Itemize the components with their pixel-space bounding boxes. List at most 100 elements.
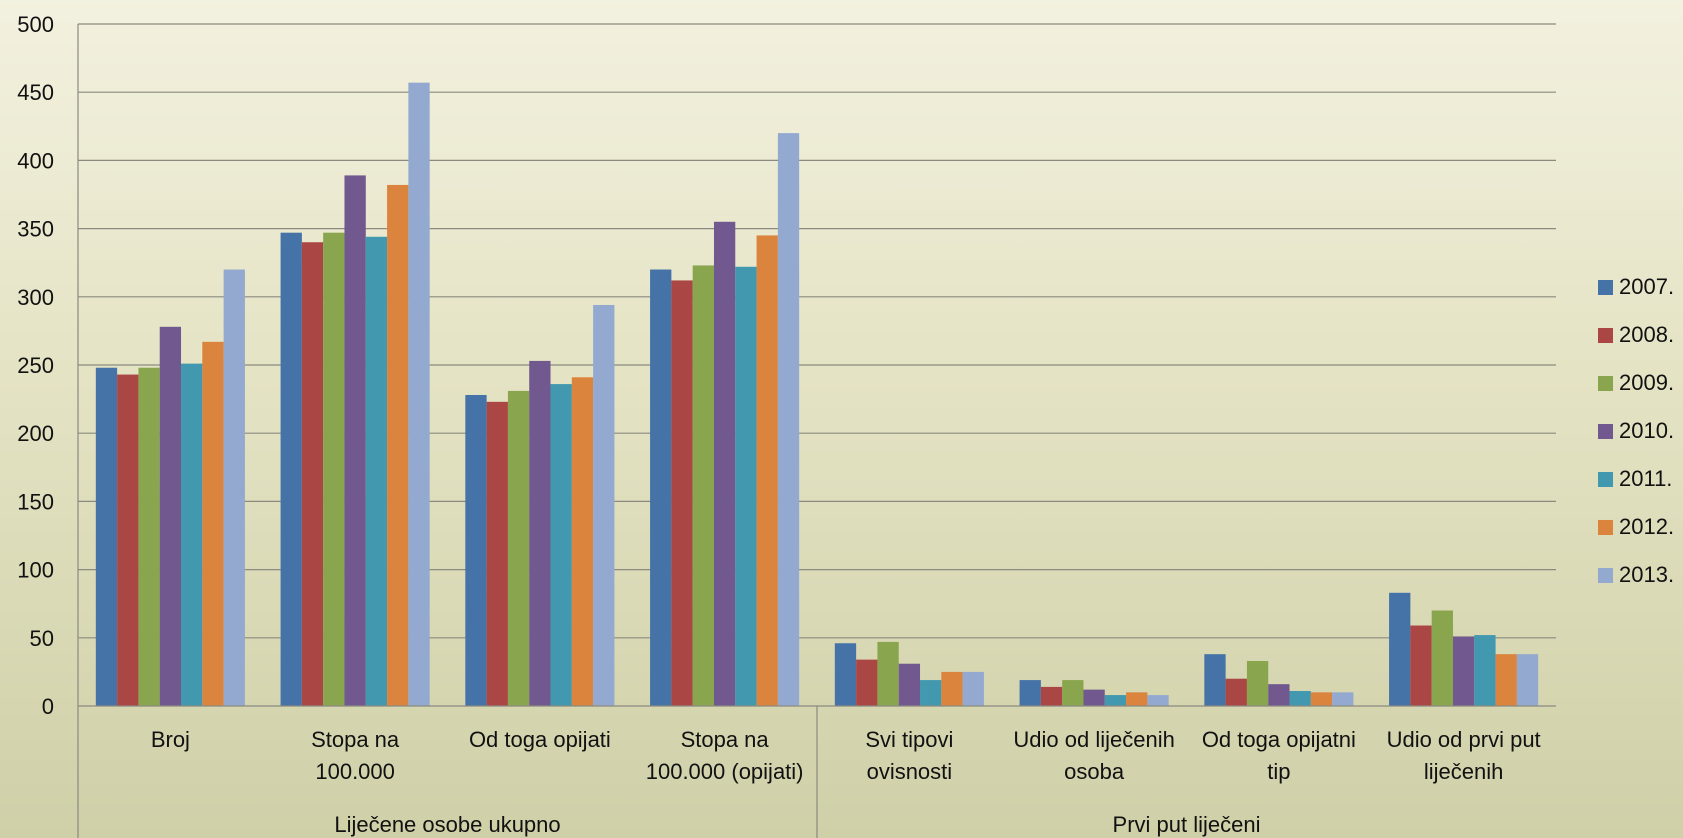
bar xyxy=(181,363,203,706)
bar xyxy=(301,242,324,707)
y-tick-labels: 0 50 100 150 200 250 300 350 400 450 500 xyxy=(17,12,54,719)
x-group-label: Prvi put liječeni xyxy=(1113,812,1261,837)
y-tick-label: 400 xyxy=(17,148,54,173)
bar xyxy=(1452,636,1475,706)
legend-item: 2012. xyxy=(1598,503,1674,551)
x-tick-label: Udio od prvi put xyxy=(1387,727,1541,752)
legend-item: 2010. xyxy=(1598,407,1674,455)
bar xyxy=(1019,680,1041,706)
bar xyxy=(834,643,857,706)
bar xyxy=(1126,692,1148,706)
bar xyxy=(1495,654,1517,706)
bar xyxy=(117,374,139,706)
x-tick-label: osoba xyxy=(1064,759,1125,784)
axes xyxy=(77,24,1556,838)
bar xyxy=(344,175,366,707)
bar xyxy=(223,269,245,706)
bar xyxy=(1147,695,1169,706)
bar xyxy=(202,341,224,706)
bar xyxy=(507,390,530,706)
bar xyxy=(1310,692,1333,706)
bar xyxy=(1332,692,1354,706)
bar xyxy=(323,232,345,706)
bar xyxy=(408,82,430,707)
bar xyxy=(898,663,921,706)
bar xyxy=(1389,592,1411,706)
x-tick-label: liječenih xyxy=(1424,759,1504,784)
bar xyxy=(1040,686,1063,706)
bar xyxy=(1431,610,1453,706)
y-tick-label: 200 xyxy=(17,421,54,446)
legend-label: 2012. xyxy=(1619,514,1675,539)
legend-item: 2008. xyxy=(1598,311,1674,359)
y-tick-label: 300 xyxy=(17,285,54,310)
bar xyxy=(856,659,878,706)
legend: 2007. 2008. 2009. 2010. 2011. 2012. 2013. xyxy=(1598,263,1674,599)
bar xyxy=(1246,660,1269,706)
bar xyxy=(280,232,302,706)
bar xyxy=(735,266,757,706)
x-tick-label: 100.000 xyxy=(315,759,395,784)
bar xyxy=(571,377,594,706)
legend-swatch xyxy=(1598,375,1613,391)
y-tick-label: 500 xyxy=(17,12,54,37)
bar xyxy=(95,367,118,706)
legend-item: 2007. xyxy=(1598,263,1674,311)
bar xyxy=(365,236,388,706)
bars xyxy=(95,82,1539,707)
y-tick-label: 250 xyxy=(17,353,54,378)
bar xyxy=(1104,695,1127,706)
legend-swatch xyxy=(1598,327,1613,343)
x-tick-label: Udio od liječenih xyxy=(1013,727,1174,752)
bar xyxy=(1268,684,1290,706)
legend-swatch xyxy=(1598,279,1613,295)
legend-label: 2013. xyxy=(1619,562,1675,587)
x-tick-label: Od toga opijati xyxy=(469,727,611,752)
x-tick-label: Stopa na xyxy=(311,727,400,752)
x-category-labels: Broj Stopa na 100.000 Od toga opijati Stopa … xyxy=(151,727,1541,784)
x-group-label: Liječene osobe ukupno xyxy=(334,812,560,837)
legend-label: 2009. xyxy=(1619,370,1675,395)
y-tick-label: 50 xyxy=(30,626,54,651)
bar xyxy=(1225,678,1247,706)
x-tick-label: Od toga opijatni xyxy=(1202,727,1356,752)
bar xyxy=(486,401,508,706)
bar xyxy=(1083,689,1105,706)
bar xyxy=(1204,654,1226,706)
legend-label: 2011. xyxy=(1619,466,1673,491)
legend-swatch xyxy=(1598,423,1613,439)
x-group-labels: Liječene osobe ukupno Prvi put liječeni xyxy=(334,812,1260,837)
x-tick-label: Svi tipovi xyxy=(865,727,953,752)
x-tick-label: ovisnosti xyxy=(867,759,953,784)
bar xyxy=(671,280,693,706)
bar xyxy=(1410,625,1432,706)
y-tick-label: 350 xyxy=(17,217,54,242)
bar xyxy=(877,641,899,706)
legend-item: 2013. xyxy=(1598,551,1674,599)
legend-label: 2010. xyxy=(1619,418,1675,443)
bar xyxy=(550,384,572,706)
x-tick-label: Stopa na xyxy=(681,727,770,752)
x-tick-label: 100.000 (opijati) xyxy=(646,759,804,784)
y-tick-label: 150 xyxy=(17,489,54,514)
x-tick-label: Broj xyxy=(151,727,190,752)
legend-item: 2009. xyxy=(1598,359,1674,407)
legend-label: 2007. xyxy=(1619,274,1675,299)
bar xyxy=(159,326,182,706)
bar xyxy=(138,367,160,706)
bar xyxy=(1474,635,1496,706)
bar xyxy=(1516,654,1539,706)
legend-item: 2011. xyxy=(1598,455,1674,503)
bar xyxy=(756,235,778,707)
bar xyxy=(650,269,672,706)
y-tick-label: 450 xyxy=(17,80,54,105)
bar xyxy=(1289,690,1311,706)
legend-swatch xyxy=(1598,567,1613,583)
x-tick-label: tip xyxy=(1267,759,1290,784)
legend-swatch xyxy=(1598,471,1613,487)
y-tick-label: 100 xyxy=(17,558,54,583)
bar xyxy=(593,304,615,706)
bar xyxy=(941,671,963,706)
bar xyxy=(465,395,487,706)
